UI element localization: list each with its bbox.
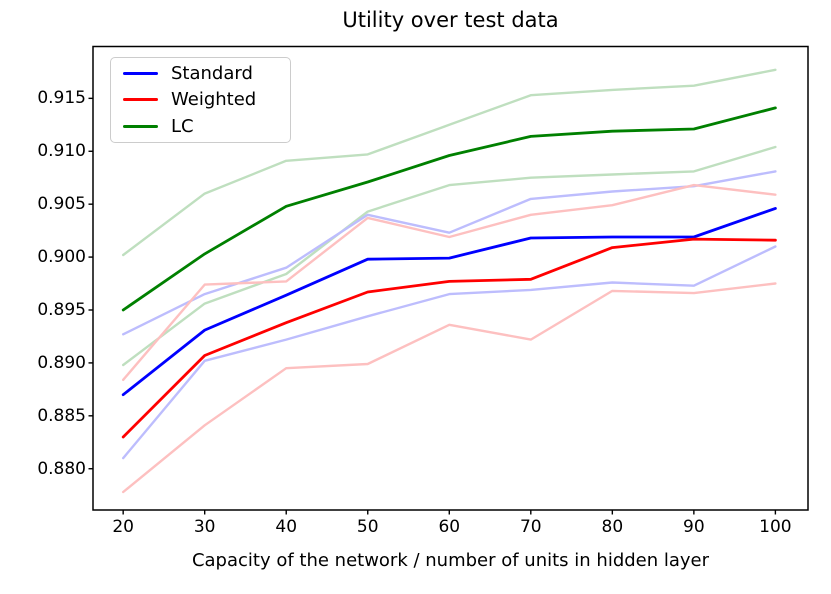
y-tick-label-0.895: 0.895 xyxy=(37,299,86,320)
y-tick-label-0.915: 0.915 xyxy=(37,88,86,109)
legend: Standard Weighted LC xyxy=(110,57,291,143)
series-standard-line xyxy=(121,206,777,397)
x-tick-label-90: 90 xyxy=(683,517,705,537)
y-tick-label-0.890: 0.890 xyxy=(37,352,86,373)
series-weighted-line xyxy=(121,237,777,439)
legend-item-lc: LC xyxy=(111,116,290,137)
x-tick-label-20: 20 xyxy=(112,517,134,537)
x-tick-label-60: 60 xyxy=(438,517,461,537)
x-tick-label-100: 100 xyxy=(759,517,792,537)
legend-item-standard: Standard xyxy=(111,63,290,84)
axes-frame xyxy=(92,45,809,511)
y-tick-label-0.900: 0.900 xyxy=(37,247,86,268)
legend-swatch-standard xyxy=(123,71,158,75)
series-weighted-lower-band-line xyxy=(121,282,777,494)
x-tick-label-50: 50 xyxy=(356,517,379,537)
series-lc-upper-band-line xyxy=(121,68,777,257)
series-lc-line xyxy=(121,106,777,312)
x-tick-label-30: 30 xyxy=(193,517,216,537)
legend-swatch-lc xyxy=(123,125,158,129)
x-tick-label-40: 40 xyxy=(275,517,298,537)
y-tick-label-0.910: 0.910 xyxy=(37,141,86,162)
legend-label-weighted: Weighted xyxy=(171,89,257,111)
series-lc-lower-band-line xyxy=(121,145,777,367)
x-tick-label-80: 80 xyxy=(601,517,624,537)
y-tick-label-0.885: 0.885 xyxy=(37,405,86,426)
y-tick-label-0.880: 0.880 xyxy=(37,458,86,479)
chart-title: Utility over test data xyxy=(342,8,559,32)
series-standard-lower-band-line xyxy=(121,245,777,460)
legend-item-weighted: Weighted xyxy=(111,89,290,110)
legend-swatch-weighted xyxy=(123,98,158,102)
y-tick-label-0.905: 0.905 xyxy=(37,194,86,215)
x-tick-label-70: 70 xyxy=(519,517,542,537)
series-weighted-upper-band-line xyxy=(121,183,777,381)
x-axis-label: Capacity of the network / number of unit… xyxy=(191,550,710,571)
legend-label-lc: LC xyxy=(171,116,194,138)
series-standard-upper-band-line xyxy=(121,170,777,336)
legend-label-standard: Standard xyxy=(171,62,253,84)
